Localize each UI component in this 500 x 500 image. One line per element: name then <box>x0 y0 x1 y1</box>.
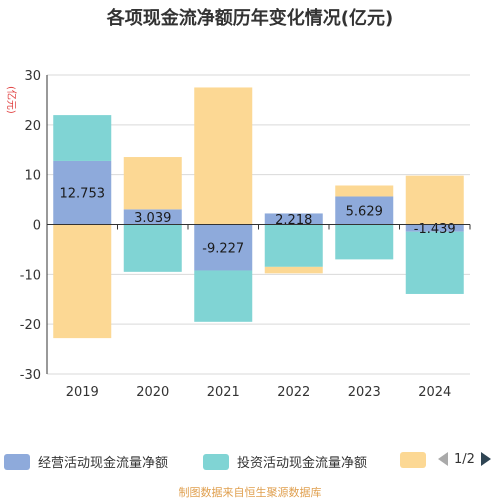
y-tick-label: -20 <box>20 318 41 333</box>
bar-1 <box>405 224 464 232</box>
bar-2 <box>194 270 253 322</box>
bar-2 <box>335 224 394 260</box>
legend-swatch <box>400 452 426 468</box>
data-label: 2.218 <box>275 213 312 228</box>
bar-1 <box>264 213 323 225</box>
chart-title: 各项现金流净额历年变化情况(亿元) <box>106 8 394 29</box>
legend-page-indicator: 1/2 <box>454 451 475 467</box>
legend-pager: 1/2 <box>436 450 493 468</box>
legend-label: 投资活动现金流量净额 <box>237 456 368 471</box>
y-tick-label: 10 <box>24 169 41 184</box>
legend-next-icon[interactable] <box>479 450 493 468</box>
x-tick-label: 2023 <box>348 385 381 400</box>
x-tick-label: 2022 <box>277 385 310 400</box>
bars: 12.753 3.039 -9.227 2.218 5.629 -1.439 <box>53 87 464 339</box>
x-tick-label: 2024 <box>418 385 451 400</box>
chart-plot: 12.753 3.039 -9.227 2.218 5.629 -1.439 30 20 10… <box>5 69 471 400</box>
source-note: 制图数据来自恒生聚源数据库 <box>178 486 322 499</box>
bar-3 <box>53 224 112 339</box>
x-tick-label: 2020 <box>136 385 169 400</box>
legend-item-operating[interactable]: 经营活动现金流量净额 <box>4 452 168 471</box>
y-tick-label: 0 <box>33 219 41 234</box>
y-tick-label: 20 <box>24 119 41 134</box>
legend-item-financing[interactable] <box>400 452 426 468</box>
legend-swatch <box>203 453 229 470</box>
data-label: 5.629 <box>346 204 383 219</box>
data-label: 3.039 <box>134 211 171 226</box>
y-tick-label: 30 <box>24 69 41 84</box>
y-tick-label: -10 <box>20 268 41 283</box>
legend: 经营活动现金流量净额 投资活动现金流量净额 1/2 <box>0 446 500 476</box>
bar-1 <box>335 196 394 225</box>
data-label: -1.439 <box>414 222 456 237</box>
bar-2 <box>405 231 464 294</box>
legend-item-investing[interactable]: 投资活动现金流量净额 <box>203 452 367 471</box>
bar-2 <box>264 224 323 267</box>
bar-1 <box>194 224 253 271</box>
bar-3 <box>264 266 323 274</box>
axes: 30 20 10 0 -10 -20 -30 2019 2020 2021 2022 2023 2024 <box>20 69 471 400</box>
legend-swatch <box>4 453 30 470</box>
legend-label: 经营活动现金流量净额 <box>38 456 169 471</box>
bar-1 <box>53 160 112 225</box>
data-label: -9.227 <box>202 241 244 256</box>
y-tick-label: -30 <box>20 368 41 383</box>
bar-2 <box>53 115 112 161</box>
legend-prev-icon[interactable] <box>436 450 450 468</box>
bar-3 <box>194 87 253 225</box>
x-tick-label: 2019 <box>66 385 99 400</box>
bar-3 <box>335 185 394 197</box>
bar-3 <box>123 157 182 210</box>
y-axis-label: (亿元) <box>5 86 18 114</box>
bar-2 <box>123 224 182 272</box>
bar-3 <box>405 175 464 225</box>
bar-1 <box>123 209 182 225</box>
x-tick-label: 2021 <box>207 385 240 400</box>
data-label: 12.753 <box>60 187 106 202</box>
